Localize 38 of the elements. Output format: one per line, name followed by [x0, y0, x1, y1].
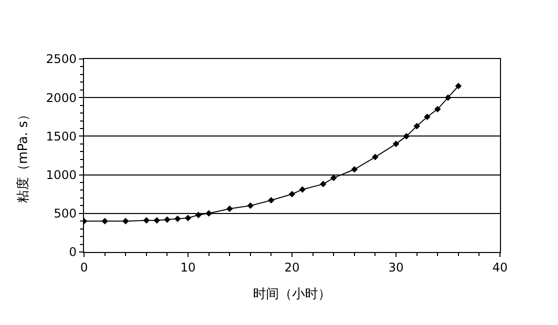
point — [164, 216, 170, 223]
point — [288, 190, 296, 198]
y-tick-label: 1500 — [46, 129, 77, 144]
x-axis-title: 时间（小时） — [253, 287, 331, 302]
point — [372, 154, 378, 160]
x-tick-label: 30 — [388, 260, 404, 274]
x-tick-label: 10 — [180, 260, 196, 274]
point — [226, 206, 233, 212]
y-tick-label: 1000 — [46, 168, 77, 182]
point — [392, 140, 400, 148]
point — [268, 197, 274, 204]
point — [424, 114, 430, 120]
point — [330, 174, 337, 182]
point — [195, 212, 202, 218]
x-tick-label: 40 — [492, 260, 508, 274]
y-tick-label: 0 — [68, 245, 77, 260]
point — [247, 202, 254, 209]
point — [102, 218, 108, 224]
point — [122, 218, 129, 224]
y-tick-label: 2500 — [46, 52, 77, 66]
point — [444, 94, 452, 101]
point — [414, 122, 420, 130]
point — [455, 82, 462, 90]
point — [174, 216, 181, 222]
point — [154, 217, 160, 224]
y-tick-label: 500 — [54, 206, 77, 221]
point — [434, 106, 441, 112]
point — [184, 214, 192, 222]
point — [351, 166, 358, 173]
point — [320, 180, 326, 188]
point — [403, 132, 410, 140]
y-tick-label: 2000 — [46, 90, 77, 105]
point — [206, 210, 212, 217]
point — [299, 186, 306, 193]
point — [143, 217, 150, 224]
x-tick-label: 0 — [80, 260, 88, 274]
x-tick-label: 20 — [284, 260, 300, 274]
y-axis-title: 粘度（mPa. s） — [15, 108, 32, 203]
